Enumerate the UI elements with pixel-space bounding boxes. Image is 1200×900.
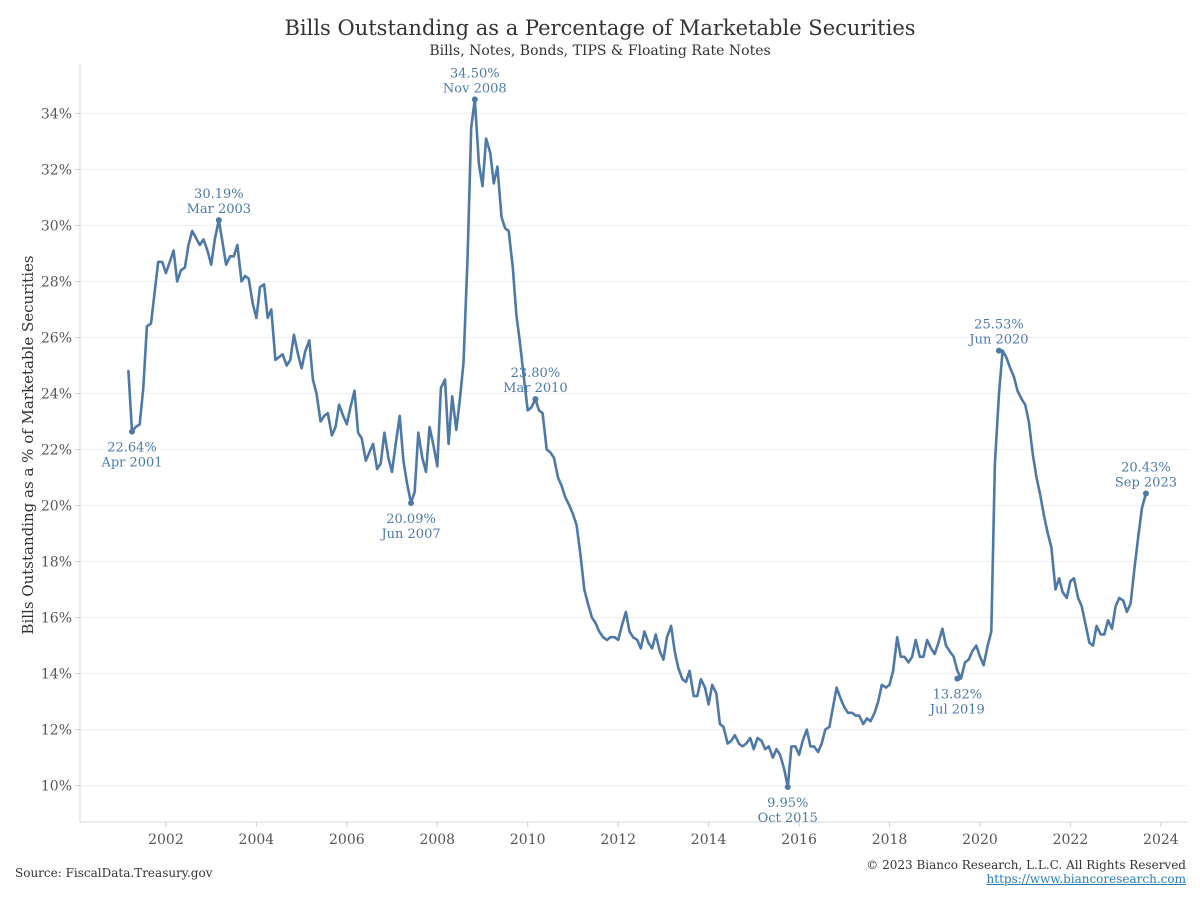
- y-tick-label: 32%: [41, 162, 72, 178]
- annotation-date: Sep 2023: [1115, 475, 1177, 490]
- annotation-value: 22.64%: [107, 441, 157, 456]
- annotation-value: 20.09%: [386, 512, 436, 527]
- annotation-point: [129, 428, 136, 435]
- x-tick-label: 2024: [1143, 832, 1179, 848]
- annotation-date: Jun 2007: [379, 527, 440, 542]
- annotation-point: [995, 347, 1002, 354]
- y-tick-label: 10%: [41, 779, 72, 795]
- series-line-layer: [127, 98, 1148, 789]
- annotation-date: Nov 2008: [443, 81, 507, 96]
- y-tick-label: 24%: [41, 386, 72, 402]
- annotation-value: 20.43%: [1121, 460, 1171, 475]
- annotation-point: [408, 499, 415, 506]
- y-tick-label: 22%: [41, 443, 72, 459]
- annotation-value: 9.95%: [767, 796, 808, 811]
- x-tick-label: 2002: [148, 832, 184, 848]
- x-tick-label: 2020: [962, 832, 998, 848]
- y-tick-label: 14%: [41, 667, 72, 683]
- x-tick-label: 2016: [781, 832, 817, 848]
- y-tick-label: 26%: [41, 330, 72, 346]
- annotation-date: Apr 2001: [100, 456, 162, 471]
- y-tick-label: 18%: [41, 555, 72, 571]
- annotation-point: [784, 783, 791, 790]
- x-tick-label: 2014: [691, 832, 727, 848]
- series-line: [127, 98, 1148, 789]
- x-tick-label: 2010: [510, 832, 546, 848]
- x-tick-label: 2012: [600, 832, 636, 848]
- y-tick-label: 28%: [41, 274, 72, 290]
- chart-subtitle: Bills, Notes, Bonds, TIPS & Floating Rat…: [429, 43, 771, 59]
- y-tick-label: 16%: [41, 611, 72, 627]
- chart-title: Bills Outstanding as a Percentage of Mar…: [284, 16, 916, 40]
- annotation-date: Mar 2010: [503, 381, 568, 396]
- annotation-date: Mar 2003: [187, 202, 252, 217]
- y-tick-label: 34%: [41, 106, 72, 122]
- y-tick-label: 30%: [41, 218, 72, 234]
- annotation-date: Jul 2019: [928, 703, 985, 718]
- annotation-value: 30.19%: [194, 187, 244, 202]
- annotation-value: 25.53%: [974, 318, 1024, 333]
- source-note: Source: FiscalData.Treasury.gov: [15, 866, 213, 880]
- annotation-point: [532, 396, 539, 403]
- y-axis-label: Bills Outstanding as a % of Marketable S…: [19, 255, 37, 634]
- y-tick-label: 12%: [41, 723, 72, 739]
- annotation-point: [954, 675, 961, 682]
- x-tick-labels: 2002 2004 2006 2008 2010 2012 2014 2016 2018 2020…: [148, 832, 1179, 848]
- annotation-point: [215, 217, 222, 224]
- grid-layer: [80, 112, 1188, 787]
- x-tick-label: 2008: [419, 832, 455, 848]
- annotation-value: 23.80%: [511, 366, 561, 381]
- y-tick-label: 20%: [41, 499, 72, 515]
- annotation-point: [1142, 490, 1149, 497]
- annotation-value: 34.50%: [450, 66, 500, 81]
- y-tick-labels: 10% 12% 14% 16% 18% 20% 22% 24% 26% 28% 30% 32% 34%: [41, 106, 72, 794]
- copyright-note: © 2023 Bianco Research, L.L.C. All Right…: [866, 858, 1186, 872]
- x-tick-label: 2006: [329, 832, 365, 848]
- x-tick-label: 2018: [872, 832, 908, 848]
- annotation-point: [471, 96, 478, 103]
- x-tick-label: 2022: [1053, 832, 1089, 848]
- axis-layer: [75, 63, 1188, 827]
- annotation-value: 13.82%: [933, 688, 983, 703]
- annotation-date: Oct 2015: [758, 811, 818, 826]
- annotation-date: Jun 2020: [967, 333, 1028, 348]
- website-link[interactable]: https://www.biancoresearch.com: [986, 872, 1186, 886]
- x-tick-label: 2004: [239, 832, 275, 848]
